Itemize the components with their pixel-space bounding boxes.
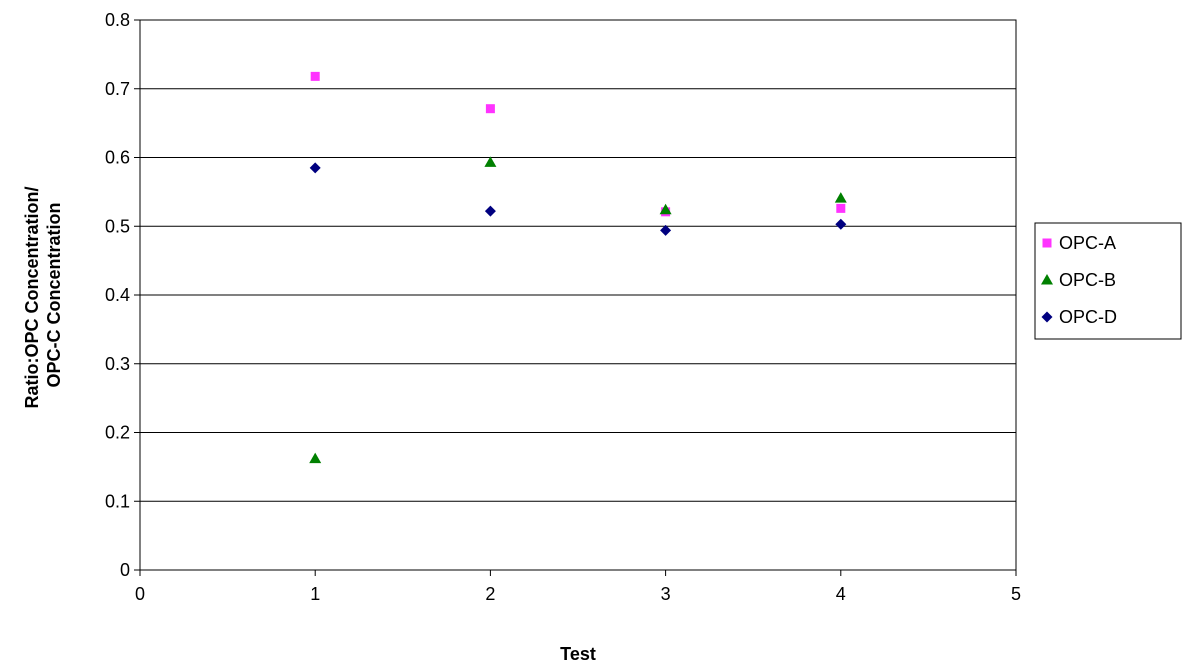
x-tick-label: 2 [485, 584, 495, 604]
data-point-opc-a [485, 104, 495, 114]
legend-label-opc-b: OPC-B [1059, 270, 1116, 290]
data-point-opc-a [310, 71, 320, 81]
y-tick-label: 0.1 [105, 491, 130, 511]
y-tick-label: 0.6 [105, 148, 130, 168]
x-tick-label: 0 [135, 584, 145, 604]
data-point-opc-a [836, 203, 846, 213]
legend-label-opc-a: OPC-A [1059, 233, 1116, 253]
y-tick-label: 0 [120, 560, 130, 580]
gridlines [140, 19, 1016, 571]
x-tick-label: 3 [661, 584, 671, 604]
y-tick-label: 0.5 [105, 216, 130, 236]
legend-box [1034, 222, 1182, 340]
data-point-opc-d [835, 218, 847, 230]
x-axis-title: Test [560, 644, 596, 664]
data-point-opc-b [484, 156, 497, 167]
y-tick-label: 0.3 [105, 354, 130, 374]
axis-ticks: 0 0.1 0.2 0.3 0.4 0.5 0.6 0.7 0.8 0 1 2 3 4 5 [105, 10, 1021, 604]
data-markers [309, 71, 847, 464]
y-axis-title: Ratio:OPC Concentration/ OPC-C Concentra… [22, 181, 64, 408]
data-point-opc-b [834, 192, 847, 203]
x-tick-label: 4 [836, 584, 846, 604]
legend-marker-opc-b [1041, 274, 1053, 285]
y-axis-title-line-1: Ratio:OPC Concentration/ [22, 187, 42, 409]
data-point-opc-d [660, 224, 672, 236]
x-tick-label: 5 [1011, 584, 1021, 604]
y-tick-label: 0.8 [105, 10, 130, 30]
data-point-opc-b [659, 203, 672, 215]
y-tick-label: 0.2 [105, 423, 130, 443]
data-point-opc-b [309, 452, 322, 464]
legend-marker-opc-a [1042, 238, 1052, 248]
legend: OPC-A OPC-B OPC-D [1034, 222, 1182, 340]
legend-label-opc-d: OPC-D [1059, 307, 1117, 327]
x-tick-label: 1 [310, 584, 320, 604]
y-axis-title-line-2: OPC-C Concentration [44, 202, 64, 387]
legend-marker-opc-d [1041, 311, 1053, 323]
data-point-opc-d [484, 205, 496, 217]
data-point-opc-d [309, 162, 321, 174]
y-tick-label: 0.4 [105, 285, 130, 305]
y-tick-label: 0.7 [105, 79, 130, 99]
